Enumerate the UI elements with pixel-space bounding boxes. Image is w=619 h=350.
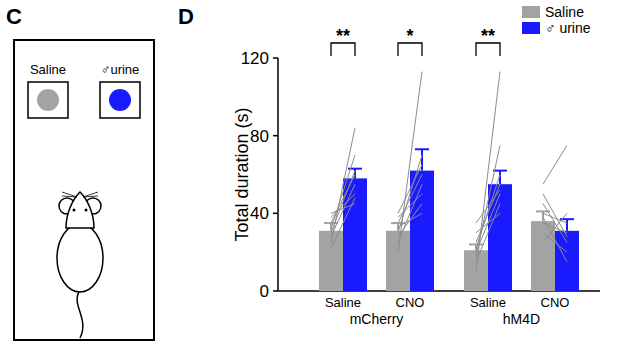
error-stem [566, 219, 568, 231]
paired-line [543, 217, 567, 262]
error-cap [415, 148, 429, 150]
sig-label: ** [336, 26, 350, 46]
dish-box [100, 82, 140, 118]
mouse-tail [77, 290, 83, 338]
paired-line [476, 190, 500, 223]
paired-line [331, 198, 355, 248]
mouse-whisker [83, 192, 98, 197]
x-tick-label: CNO [396, 295, 425, 310]
paired-line [398, 165, 422, 214]
mouse-eye [73, 209, 76, 212]
group-label: hM4D [503, 311, 540, 327]
mouse-whisker [62, 192, 77, 197]
paired-line [476, 72, 500, 272]
y-tick-label: 40 [250, 204, 269, 223]
error-stem [542, 211, 544, 221]
y-tick [273, 290, 278, 292]
legend-swatch [522, 6, 540, 18]
dish [37, 89, 59, 111]
paired-line [476, 145, 500, 256]
x-tick-label: Saline [470, 295, 506, 310]
bar [386, 231, 410, 291]
paired-line [398, 72, 422, 253]
paired-line [543, 194, 567, 237]
panel-letter: D [178, 4, 194, 29]
y-tick-label: 120 [241, 49, 269, 68]
paired-line [476, 204, 500, 262]
paired-line [543, 213, 567, 242]
y-tick [273, 213, 278, 215]
panel-letter: C [6, 4, 22, 29]
error-bar [536, 211, 550, 221]
mouse-head [66, 192, 94, 228]
x-tick-label: Saline [325, 295, 361, 310]
error-bar [415, 149, 429, 170]
paired-line [331, 175, 355, 224]
group-label: mCherry [350, 311, 404, 327]
paired-line [331, 128, 355, 243]
dish [109, 89, 131, 111]
bar [343, 178, 367, 291]
diagram-label: ♂urine [101, 62, 140, 77]
paired-line [398, 184, 422, 242]
mouse-whisker [62, 196, 77, 197]
bar [410, 171, 434, 291]
x-tick-label: CNO [541, 295, 570, 310]
diagram-label: Saline [30, 62, 66, 77]
paired-line [331, 204, 355, 214]
paired-line [543, 145, 567, 184]
error-stem [421, 149, 423, 170]
mouse-eye [85, 209, 88, 212]
dish-box [28, 82, 68, 118]
legend-swatch [522, 22, 540, 34]
legend-label: ♂ urine [545, 20, 591, 36]
sig-label: ** [481, 26, 495, 46]
mouse-body [57, 224, 103, 292]
paired-line [331, 194, 355, 217]
y-axis-title: Total duration (s) [232, 107, 252, 241]
y-tick [273, 57, 278, 59]
mouse-whisker [83, 196, 98, 197]
paired-line [398, 213, 422, 227]
y-tick-label: 80 [250, 127, 269, 146]
error-bar [493, 171, 507, 185]
paired-line [398, 204, 422, 237]
paired-line [476, 194, 500, 252]
legend-label: Saline [545, 4, 584, 20]
error-cap [469, 243, 483, 245]
arena [14, 40, 154, 340]
y-axis [277, 58, 279, 291]
mouse [57, 192, 103, 338]
paired-line [543, 233, 567, 252]
plot-area [319, 72, 579, 291]
y-tick [273, 135, 278, 137]
paired-line [331, 155, 355, 229]
figure: C Saline ♂urine D 0 40 80 120 Total duration (s)… [0, 0, 619, 350]
sig-label: * [406, 26, 413, 46]
y-tick-label: 0 [260, 282, 269, 301]
bar [319, 231, 343, 291]
